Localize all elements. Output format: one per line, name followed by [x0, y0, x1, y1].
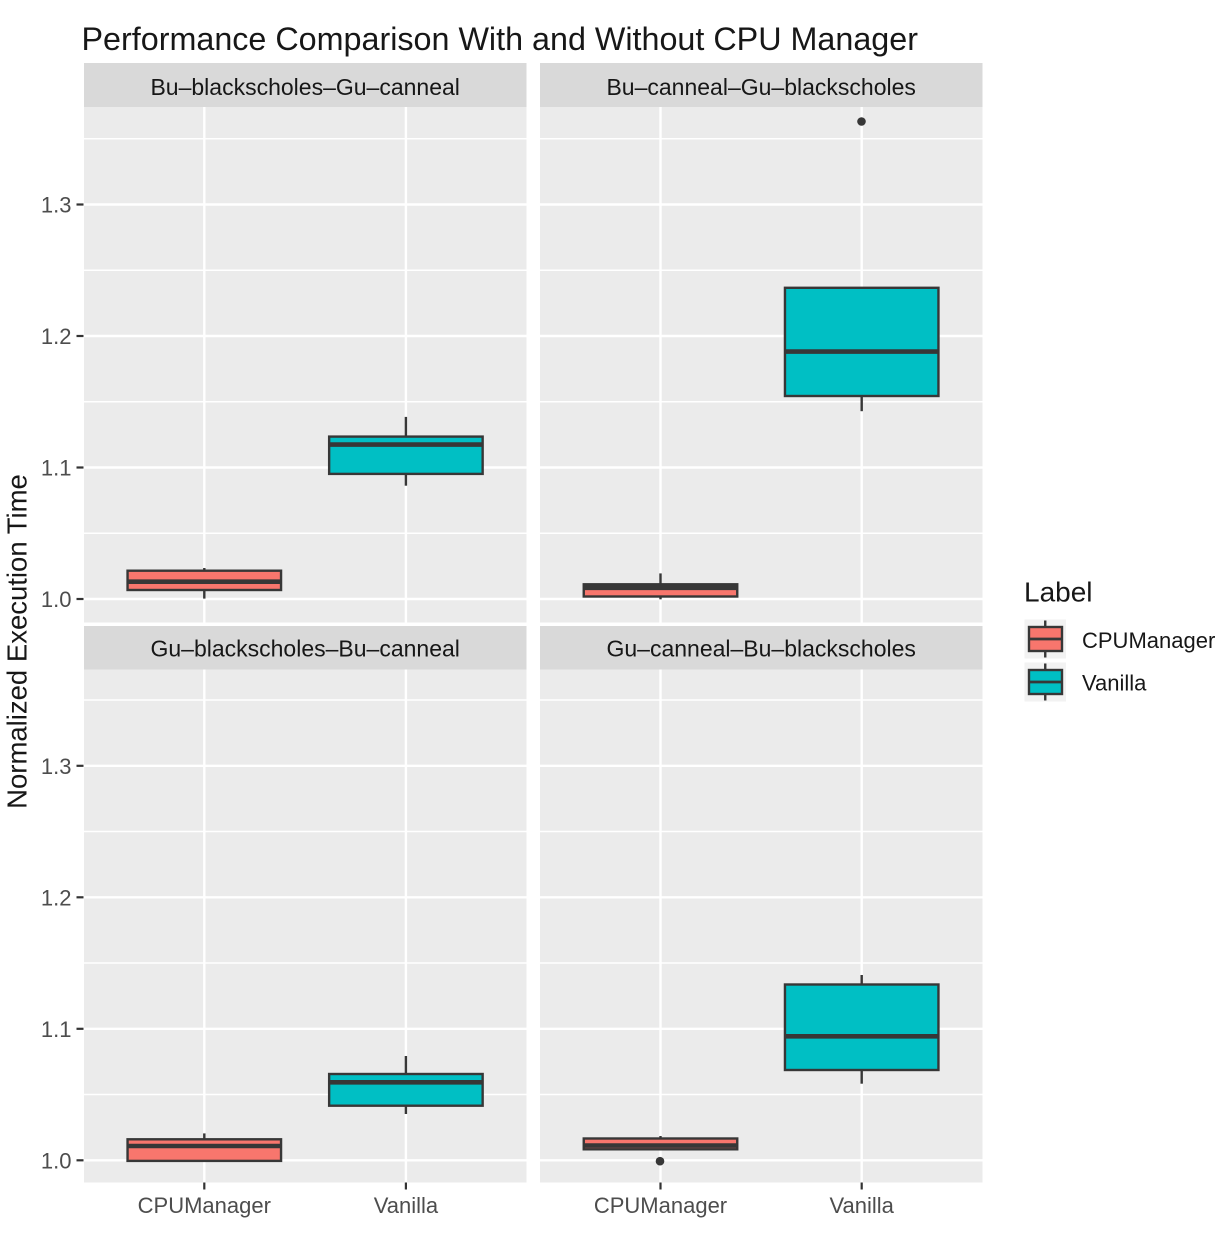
svg-text:1.2: 1.2: [41, 324, 72, 349]
svg-text:Normalized Execution Time: Normalized Execution Time: [2, 474, 33, 809]
svg-text:1.0: 1.0: [41, 1148, 72, 1173]
svg-text:Gu–canneal–Bu–blackscholes: Gu–canneal–Bu–blackscholes: [606, 635, 915, 661]
svg-text:Bu–canneal–Gu–blackscholes: Bu–canneal–Gu–blackscholes: [606, 74, 915, 100]
svg-text:CPUManager: CPUManager: [594, 1193, 727, 1218]
svg-text:CPUManager: CPUManager: [1082, 628, 1215, 653]
svg-text:1.1: 1.1: [41, 456, 72, 481]
svg-text:1.2: 1.2: [41, 885, 72, 910]
svg-text:Vanilla: Vanilla: [374, 1193, 439, 1218]
svg-text:Vanilla: Vanilla: [1082, 671, 1147, 696]
svg-text:1.3: 1.3: [41, 754, 72, 779]
svg-text:Bu–blackscholes–Gu–canneal: Bu–blackscholes–Gu–canneal: [150, 74, 459, 100]
svg-text:Performance Comparison With an: Performance Comparison With and Without …: [82, 21, 919, 57]
svg-text:1.1: 1.1: [41, 1017, 72, 1042]
svg-text:1.3: 1.3: [41, 193, 72, 218]
svg-text:CPUManager: CPUManager: [138, 1193, 271, 1218]
svg-text:Vanilla: Vanilla: [829, 1193, 894, 1218]
svg-text:Label: Label: [1024, 577, 1093, 608]
svg-text:1.0: 1.0: [41, 587, 72, 612]
svg-text:Gu–blackscholes–Bu–canneal: Gu–blackscholes–Bu–canneal: [150, 635, 459, 661]
